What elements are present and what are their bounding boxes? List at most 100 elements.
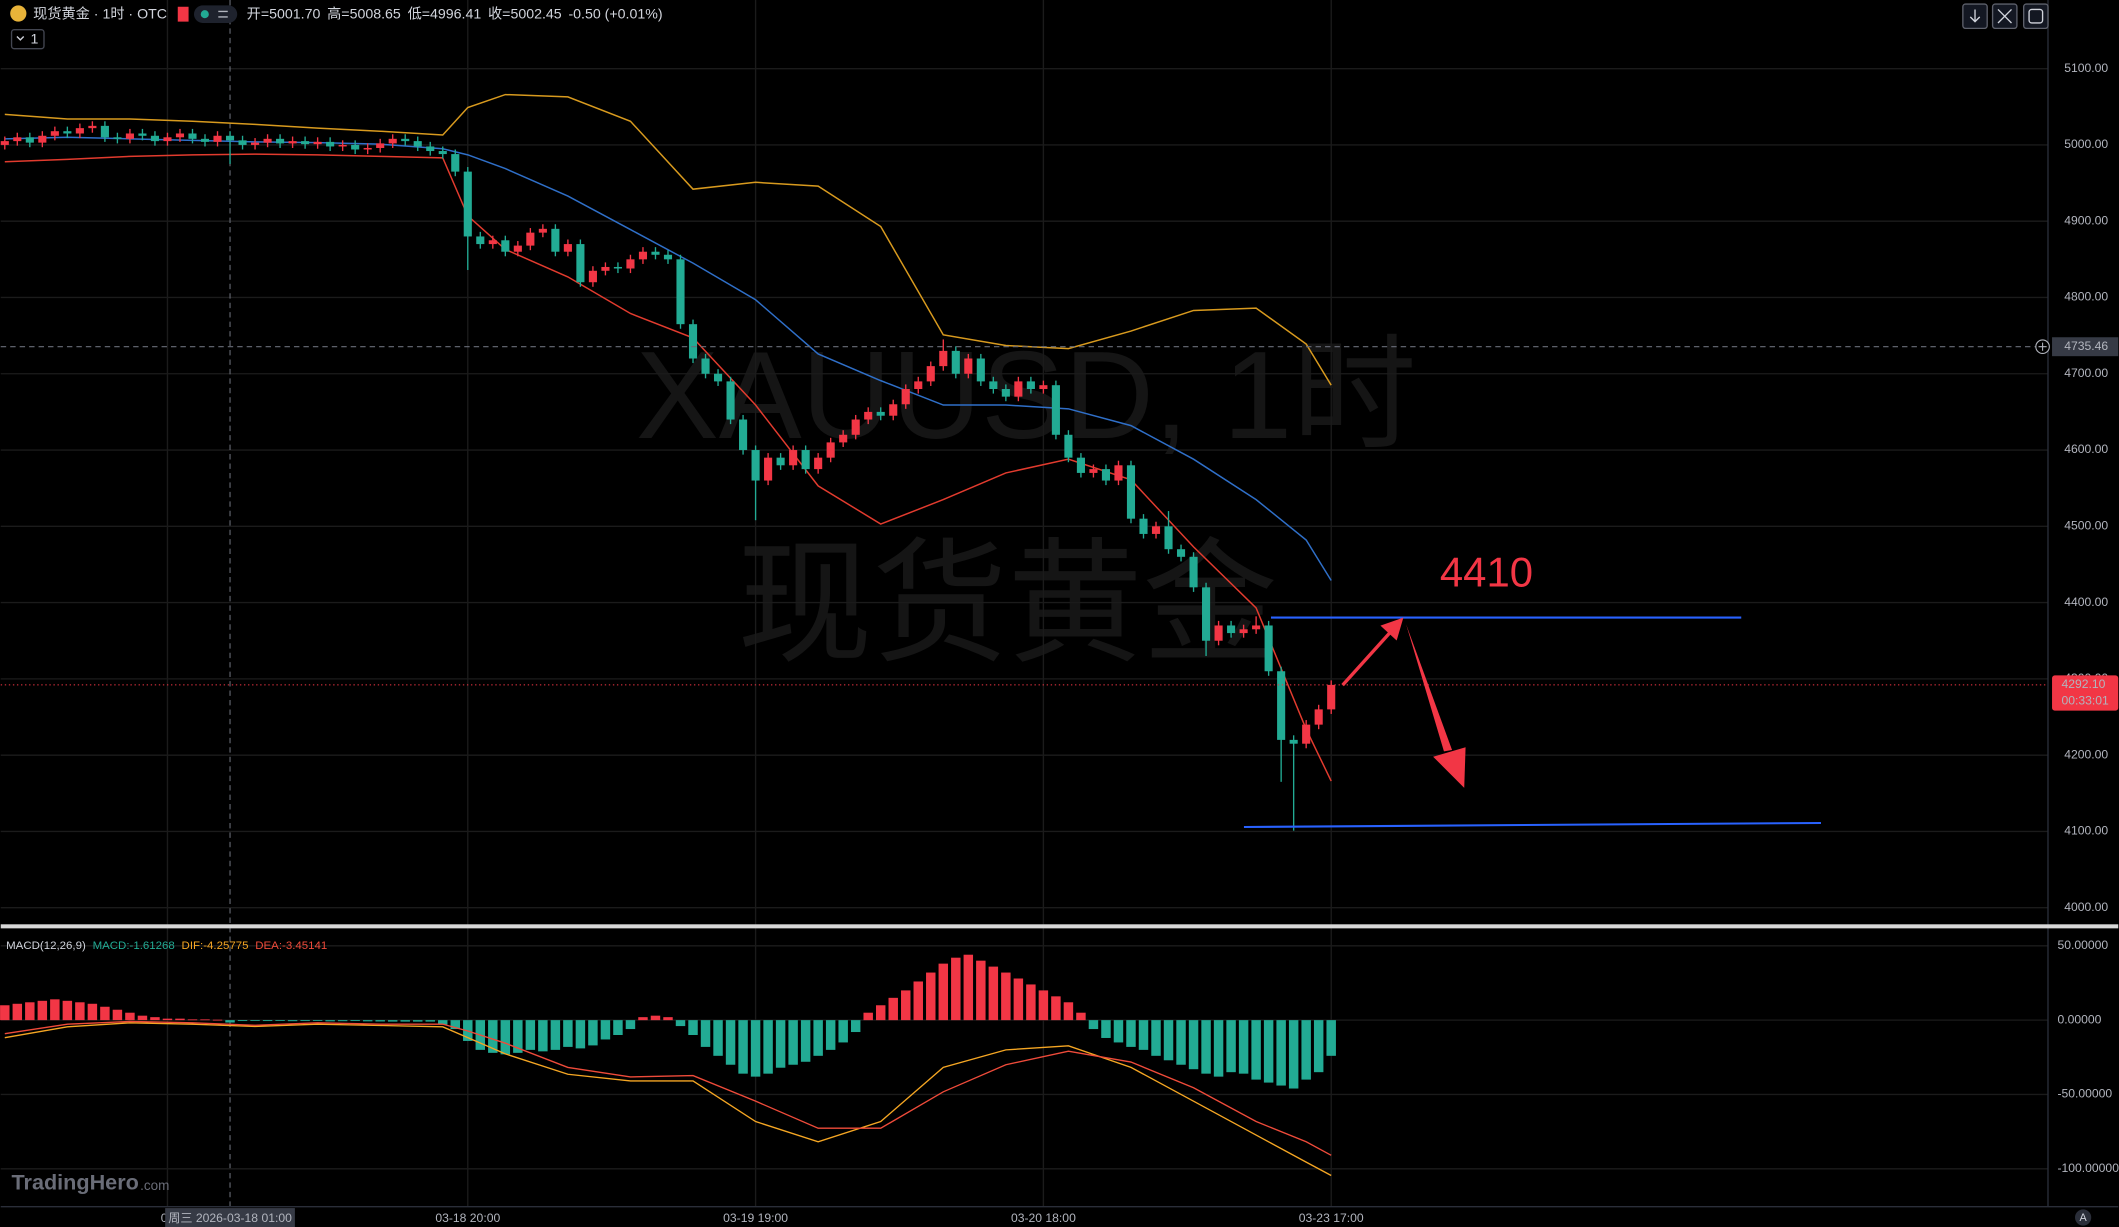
macd-bar: [525, 1020, 536, 1050]
macd-bar: [25, 1002, 35, 1021]
status-pill[interactable]: [193, 5, 238, 23]
candle-body: [701, 358, 710, 374]
auto-scale-label: A: [2080, 1212, 2088, 1224]
status-icon: [218, 10, 228, 18]
candle-body: [826, 442, 835, 458]
macd-bar: [0, 1005, 10, 1021]
candle-body: [1176, 549, 1186, 557]
window-buttons: [1962, 3, 2049, 30]
macd-bar: [1138, 1020, 1149, 1050]
macd-bar: [625, 1020, 636, 1030]
macd-bar: [1051, 996, 1061, 1021]
macd-bar: [62, 1000, 73, 1021]
candle-body: [376, 143, 385, 148]
candle-body: [688, 324, 698, 359]
auto-scale-button[interactable]: [2075, 1209, 2092, 1226]
candle-body: [1151, 526, 1161, 534]
macd-bar: [112, 1009, 123, 1021]
drawn-level-line[interactable]: [1243, 821, 1821, 829]
macd-bar: [575, 1020, 586, 1049]
interval-label: 1: [30, 32, 38, 48]
candle-body: [1139, 518, 1148, 534]
macd-bar: [901, 990, 911, 1021]
macd-bar: [275, 1020, 285, 1021]
candle-body: [1202, 587, 1211, 641]
candle-body: [651, 251, 660, 255]
candle-body: [526, 232, 535, 246]
candle-body: [739, 419, 748, 451]
candle-body: [814, 457, 823, 470]
candle-body: [175, 133, 185, 138]
candle-body: [451, 154, 460, 172]
macd-bar: [913, 981, 923, 1021]
macd-bar: [825, 1020, 836, 1050]
macd-bar: [87, 1003, 98, 1021]
candle-body: [88, 125, 97, 129]
macd-bar: [1213, 1020, 1224, 1077]
candle-body: [501, 240, 510, 252]
fullscreen-button[interactable]: [2022, 3, 2049, 30]
macd-bar: [162, 1018, 173, 1021]
macd-bar: [850, 1020, 861, 1033]
flag-icon[interactable]: [177, 6, 189, 22]
macd-bar: [1263, 1020, 1274, 1083]
macd-bar: [1176, 1020, 1186, 1065]
candle-body: [75, 128, 84, 134]
macd-bar: [1238, 1020, 1249, 1074]
candle-body: [63, 131, 72, 134]
macd-bar: [1076, 1012, 1086, 1021]
candle-body: [638, 251, 648, 260]
symbol-title[interactable]: 现货黄金 · 1时 · OTC: [33, 6, 167, 23]
watermark-name: 现货黄金: [737, 529, 1277, 680]
interval-button[interactable]: [10, 29, 45, 50]
macd-bar: [875, 1005, 886, 1021]
candle-body: [413, 141, 422, 147]
macd-bar: [37, 1000, 48, 1021]
candle-body: [839, 434, 848, 443]
ohlc-value: 5008.65: [350, 7, 401, 23]
candle-body: [1227, 625, 1236, 634]
candle-body: [1314, 709, 1323, 725]
candle-body: [13, 137, 22, 142]
watermark: XAUUSD, 1时 现货黄金: [636, 326, 1417, 679]
watermark-symbol: XAUUSD, 1时: [636, 326, 1417, 465]
candle-body: [326, 141, 335, 147]
macd-bar: [1026, 984, 1036, 1021]
macd-bar: [75, 1002, 85, 1021]
macd-bar: [988, 966, 999, 1021]
macd-bar: [187, 1019, 198, 1021]
macd-bar: [1288, 1020, 1299, 1089]
candle-body: [939, 350, 948, 367]
macd-bar: [325, 1020, 335, 1022]
legend-header: 现货黄金 · 1时 · OTC 1: [10, 5, 238, 50]
ohlc-key: 高=: [327, 6, 349, 23]
y-tick-label: 4200.00: [2064, 747, 2108, 761]
macd-bar: [1151, 1020, 1161, 1056]
macd-bar: [1126, 1020, 1136, 1047]
macd-bar: [225, 1020, 235, 1023]
macd-bar: [713, 1020, 723, 1056]
candle-body: [338, 144, 347, 147]
candle-body: [476, 236, 485, 245]
macd-bar: [951, 957, 961, 1021]
candle-body: [1001, 389, 1010, 397]
macd-bar: [450, 1020, 460, 1030]
candle-body: [1214, 625, 1223, 641]
candle-body: [113, 137, 122, 139]
candle-body: [764, 457, 773, 481]
candle-body: [789, 450, 798, 466]
candle-body: [1264, 625, 1273, 672]
drawn-arrow[interactable]: [1341, 617, 1466, 788]
macd-bar: [212, 1019, 223, 1021]
candle-body: [138, 133, 147, 136]
candle-body: [125, 133, 134, 139]
macd-line: [4, 1022, 1332, 1177]
y-tick-label: 4900.00: [2064, 213, 2108, 227]
macd-bar: [1251, 1020, 1261, 1080]
y-tick-label: 0.00000: [2057, 1012, 2101, 1026]
legend-entry: DEA:-3.45141: [255, 940, 327, 952]
candle-body: [851, 419, 860, 435]
macd-bar: [413, 1020, 423, 1022]
